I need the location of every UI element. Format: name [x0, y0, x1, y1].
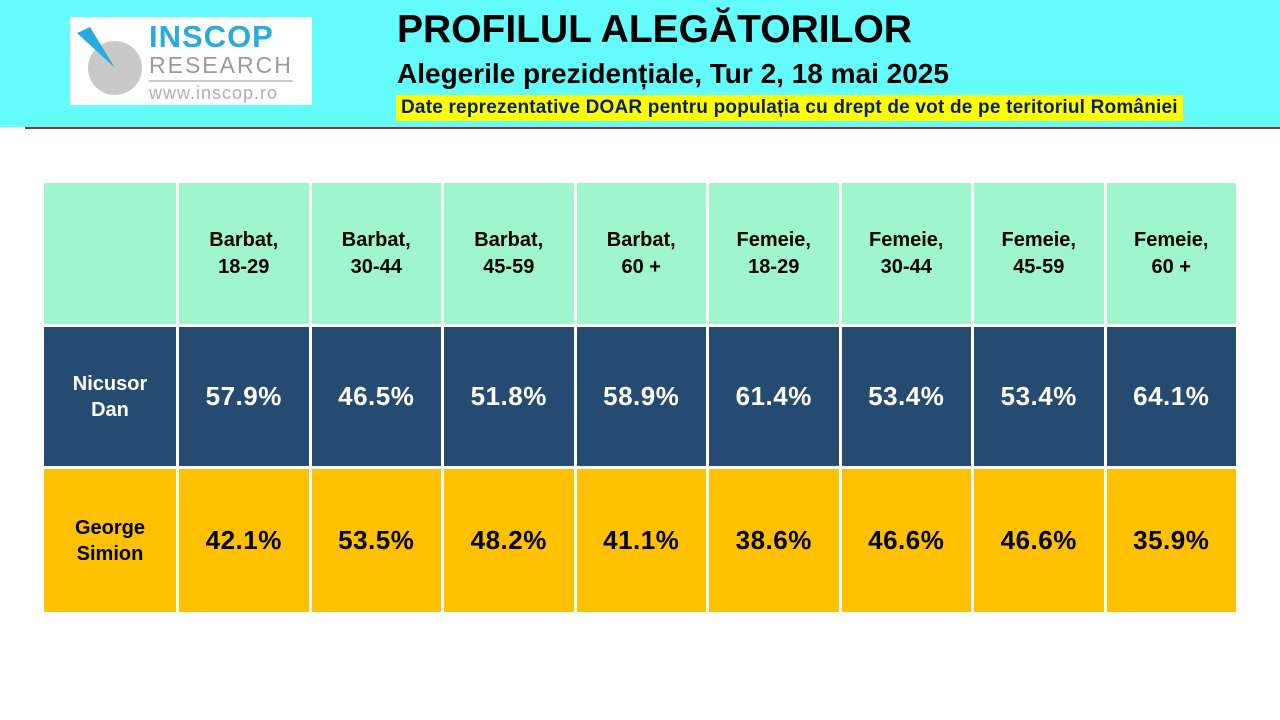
logo-url: www.inscop.ro [149, 79, 293, 102]
representativity-note: Date reprezentative DOAR pentru populați… [396, 95, 1183, 121]
column-header-barbat-45-59: Barbat, 45-59 [444, 183, 574, 324]
value-cell-dan-femeie-60plus: 64.1% [1106, 327, 1236, 466]
inscop-logo: INSCOP RESEARCH www.inscop.ro [70, 17, 312, 105]
value-cell-dan-barbat-30-44: 46.5% [311, 327, 441, 466]
value-cell-simion-femeie-30-44: 46.6% [841, 469, 971, 612]
value-cell-dan-femeie-45-59: 53.4% [974, 327, 1104, 466]
value-cell-simion-femeie-60plus: 35.9% [1106, 469, 1236, 612]
value-cell-simion-femeie-45-59: 46.6% [974, 469, 1104, 612]
column-header-barbat-60plus: Barbat, 60 + [576, 183, 706, 324]
page-title: PROFILUL ALEGĂTORILOR [397, 8, 912, 51]
column-header-barbat-30-44: Barbat, 30-44 [311, 183, 441, 324]
value-cell-simion-barbat-60plus: 41.1% [576, 469, 706, 612]
value-cell-dan-barbat-45-59: 51.8% [444, 327, 574, 466]
gauge-icon [77, 27, 142, 95]
value-cell-simion-barbat-30-44: 53.5% [311, 469, 441, 612]
value-cell-dan-barbat-60plus: 58.9% [576, 327, 706, 466]
voter-profile-table: Barbat, 18-29 Barbat, 30-44 Barbat, 45-5… [44, 183, 1236, 612]
column-header-femeie-30-44: Femeie, 30-44 [841, 183, 971, 324]
header-accent-line [25, 127, 1280, 129]
value-cell-dan-femeie-30-44: 53.4% [841, 327, 971, 466]
value-cell-simion-femeie-18-29: 38.6% [709, 469, 839, 612]
value-cell-simion-barbat-18-29: 42.1% [179, 469, 309, 612]
page-subtitle: Alegerile prezidențiale, Tur 2, 18 mai 2… [397, 58, 949, 89]
value-cell-simion-barbat-45-59: 48.2% [444, 469, 574, 612]
row-label-nicusor-dan: Nicusor Dan [44, 327, 176, 466]
column-header-femeie-18-29: Femeie, 18-29 [709, 183, 839, 324]
row-label-george-simion: George Simion [44, 469, 176, 612]
value-cell-dan-barbat-18-29: 57.9% [179, 327, 309, 466]
column-header-femeie-60plus: Femeie, 60 + [1106, 183, 1236, 324]
corner-cell [44, 183, 176, 324]
logo-subname: RESEARCH [149, 51, 293, 78]
logo-name: INSCOP [149, 18, 274, 54]
value-cell-dan-femeie-18-29: 61.4% [709, 327, 839, 466]
column-header-barbat-18-29: Barbat, 18-29 [179, 183, 309, 324]
column-header-femeie-45-59: Femeie, 45-59 [974, 183, 1104, 324]
